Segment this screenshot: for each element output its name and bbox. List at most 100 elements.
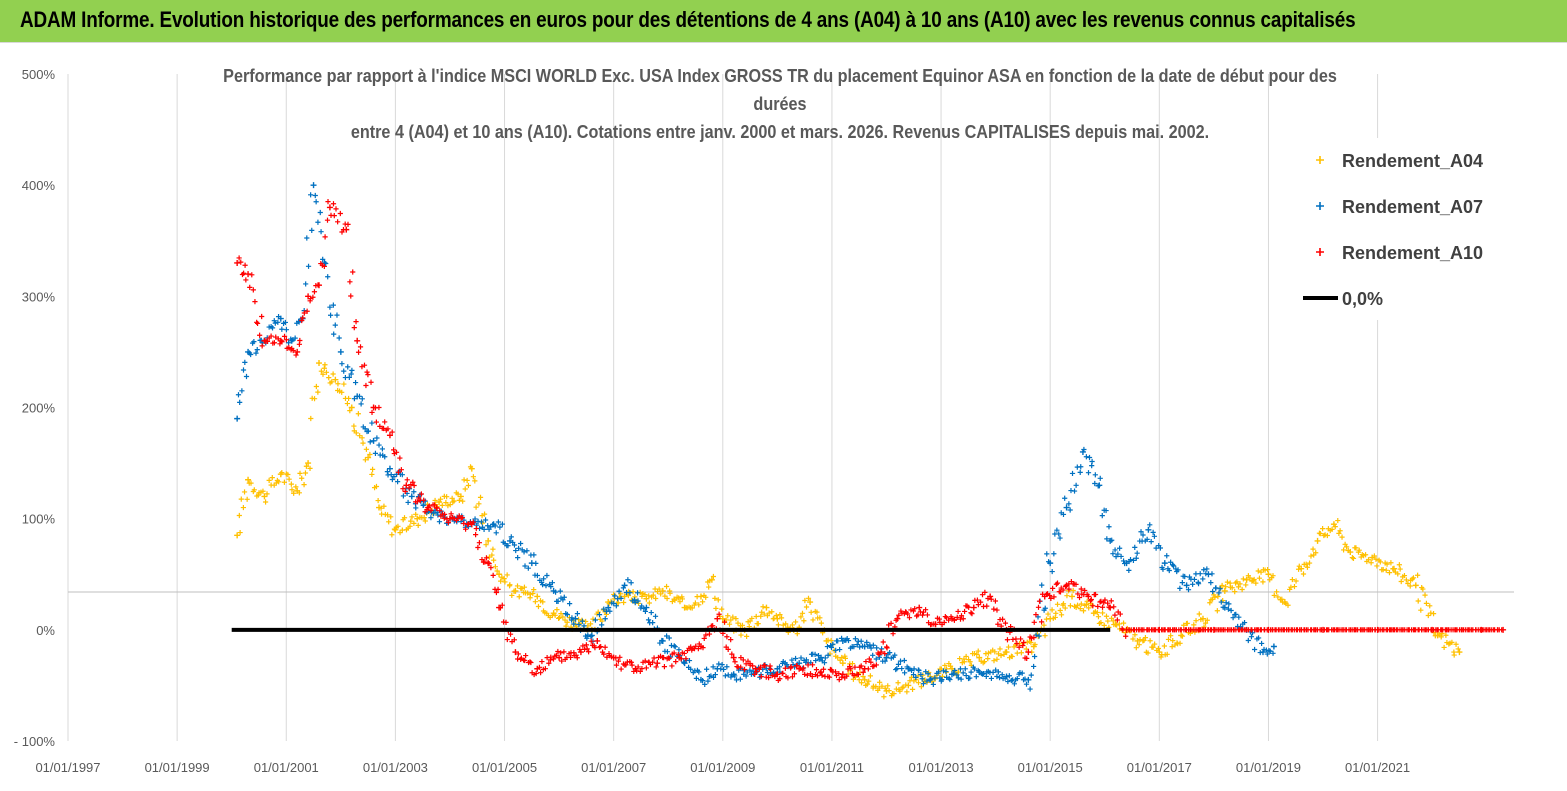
- data-point: [388, 514, 394, 520]
- data-point: [253, 350, 259, 356]
- data-point: [234, 532, 241, 539]
- data-point: [567, 654, 574, 661]
- data-point: [299, 317, 305, 324]
- data-point: [1169, 644, 1175, 650]
- data-point: [1005, 644, 1012, 650]
- x-tick-label: 01/01/2003: [363, 760, 428, 775]
- data-point: [984, 603, 990, 609]
- data-point: [788, 664, 794, 670]
- data-point: [349, 367, 355, 373]
- data-point: [238, 496, 244, 502]
- data-point: [992, 598, 999, 604]
- data-point: [1390, 566, 1396, 572]
- data-point: [1118, 553, 1124, 560]
- data-point: [588, 638, 594, 644]
- data-point: [1151, 533, 1158, 539]
- data-point: [695, 646, 701, 652]
- data-point: [499, 602, 505, 608]
- data-point: [257, 332, 263, 338]
- data-point: [897, 658, 904, 664]
- data-point: [1109, 537, 1115, 543]
- data-point: [639, 603, 645, 609]
- data-point: [621, 599, 627, 606]
- data-point: [944, 674, 950, 680]
- data-point: [482, 559, 488, 565]
- data-point: [323, 260, 329, 267]
- data-point: [1250, 577, 1256, 584]
- data-point: [472, 516, 478, 522]
- data-point: [955, 675, 961, 681]
- data-point: [558, 650, 564, 656]
- data-point: [613, 603, 619, 609]
- data-point: [810, 617, 816, 623]
- data-point: [1016, 644, 1022, 650]
- data-point: [1291, 583, 1298, 590]
- data-point: [313, 199, 319, 205]
- data-point: [292, 335, 298, 341]
- data-point: [359, 435, 365, 441]
- data-point: [1106, 524, 1112, 530]
- data-point: [664, 633, 670, 639]
- data-point: [262, 499, 269, 505]
- data-point: [1112, 612, 1118, 618]
- data-point: [643, 665, 649, 671]
- data-point: [1183, 582, 1190, 589]
- data-point: [1116, 621, 1122, 627]
- data-point: [673, 659, 679, 665]
- data-point: [618, 595, 624, 602]
- data-point: [652, 613, 659, 619]
- data-point: [515, 545, 522, 551]
- data-point: [867, 673, 873, 679]
- data-point: [470, 474, 476, 480]
- data-point: [531, 587, 537, 593]
- data-point: [1060, 601, 1067, 607]
- legend-item: Rendement_A10: [1316, 243, 1483, 263]
- data-point: [333, 206, 339, 212]
- data-point: [494, 568, 500, 574]
- data-point: [341, 381, 347, 387]
- data-point: [234, 259, 241, 266]
- data-point: [508, 534, 514, 540]
- data-point: [971, 666, 978, 672]
- data-point: [235, 392, 242, 398]
- data-point: [771, 615, 777, 622]
- data-point: [939, 673, 946, 680]
- data-point: [839, 671, 846, 678]
- data-point: [368, 379, 374, 385]
- data-point: [528, 659, 534, 666]
- data-point: [431, 502, 438, 508]
- data-point: [659, 637, 665, 644]
- data-point: [337, 210, 343, 217]
- data-point: [447, 502, 453, 508]
- data-point: [773, 671, 779, 678]
- data-point: [399, 472, 405, 478]
- data-point: [1197, 571, 1203, 577]
- data-point: [688, 666, 694, 672]
- data-point: [1418, 607, 1424, 613]
- data-point: [1002, 649, 1008, 655]
- data-point: [864, 681, 870, 687]
- data-point: [388, 471, 394, 478]
- data-point: [1018, 636, 1024, 642]
- data-point: [678, 656, 684, 662]
- data-point: [1134, 550, 1140, 556]
- data-point: [760, 604, 766, 610]
- data-point: [1062, 495, 1068, 501]
- data-point: [1214, 608, 1220, 614]
- data-point: [1148, 539, 1154, 545]
- data-point: [881, 694, 887, 700]
- data-point: [481, 511, 488, 517]
- data-point: [1133, 645, 1139, 651]
- data-point: [558, 611, 564, 617]
- data-point: [930, 681, 936, 688]
- data-point: [1280, 599, 1286, 605]
- data-point: [1204, 617, 1210, 623]
- data-point: [1021, 639, 1027, 646]
- legend-label: Rendement_A10: [1342, 243, 1483, 263]
- data-point: [541, 576, 547, 582]
- data-point: [919, 612, 926, 618]
- data-point: [364, 369, 370, 375]
- data-point: [667, 590, 673, 596]
- data-point: [515, 555, 521, 561]
- data-point: [555, 598, 561, 604]
